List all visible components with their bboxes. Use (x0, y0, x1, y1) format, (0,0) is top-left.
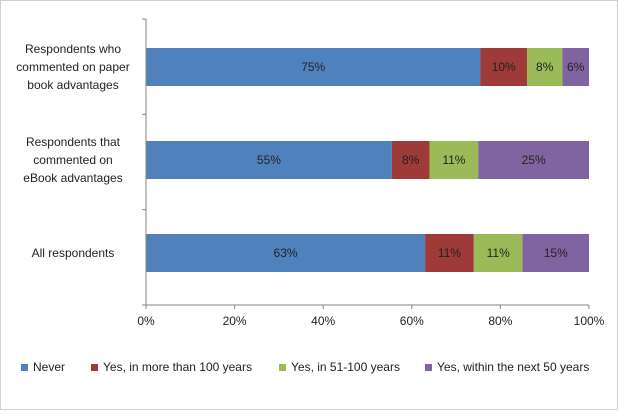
category-label-line: eBook advantages (23, 171, 122, 185)
x-tick-label: 0% (137, 314, 155, 328)
category-label-line: All respondents (32, 246, 115, 260)
x-tick-label: 40% (311, 314, 335, 328)
data-label: 8% (536, 60, 554, 74)
x-tick-label: 60% (400, 314, 424, 328)
bar-segment (429, 141, 479, 179)
data-label: 55% (257, 153, 281, 167)
data-label: 11% (487, 246, 510, 260)
category-label-line: Respondents that (26, 135, 121, 149)
data-label: 11% (442, 153, 465, 167)
legend: Never Yes, in more than 100 years Yes, in … (21, 360, 589, 374)
category-label-line: commented on paper (16, 60, 129, 74)
x-tick-label: 80% (488, 314, 512, 328)
legend-label: Yes, in 51-100 years (291, 360, 400, 374)
legend-swatch (425, 364, 432, 371)
x-tick-label: 20% (223, 314, 247, 328)
bar-segment (526, 48, 563, 86)
data-label: 15% (544, 246, 568, 260)
legend-swatch (91, 364, 98, 371)
axes: 0% 20% 40% 60% 80% 100% Respondents who comment… (16, 18, 605, 328)
data-label: 6% (567, 60, 585, 74)
bar-segment (473, 234, 523, 272)
bar-segment (480, 48, 527, 86)
bar-segment (146, 141, 392, 179)
data-label: 8% (402, 153, 420, 167)
data-label: 11% (438, 246, 461, 260)
category-label-line: book advantages (27, 78, 118, 92)
legend-label: Yes, within the next 50 years (437, 360, 589, 374)
bar-segment (391, 141, 430, 179)
legend-label: Yes, in more than 100 years (103, 360, 252, 374)
bar-segment (146, 48, 481, 86)
category-label-line: Respondents who (25, 42, 121, 56)
data-label: 10% (492, 60, 516, 74)
category-label-line: commented on (33, 153, 112, 167)
category-label: All respondents (32, 246, 115, 260)
x-tick-label: 100% (574, 314, 605, 328)
bar-segment (478, 141, 589, 179)
bar-segment (146, 234, 426, 272)
legend-swatch (279, 364, 286, 371)
plot-area: 75% 10% 8% 6% 55% 8% 11% 25% 63% 11% 11% 15% (146, 48, 589, 272)
data-label: 25% (522, 153, 546, 167)
bar-segment (562, 48, 589, 86)
legend-swatch (21, 364, 28, 371)
data-label: 63% (274, 246, 298, 260)
data-label: 75% (301, 60, 325, 74)
category-label: Respondents that commented on eBook advant… (23, 135, 122, 185)
bar-segment (425, 234, 474, 272)
legend-label: Never (33, 360, 65, 374)
bar-segment (522, 234, 589, 272)
category-label: Respondents who commented on paper book ad… (16, 42, 129, 92)
